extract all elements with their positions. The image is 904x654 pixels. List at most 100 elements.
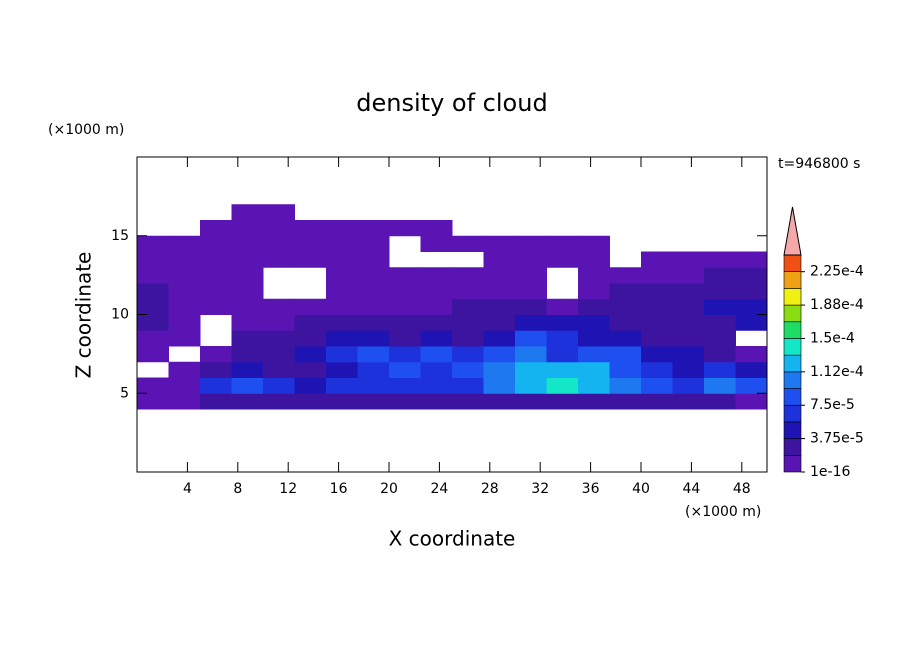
contour-cell xyxy=(641,361,673,378)
contour-cell xyxy=(357,361,390,378)
contour-cell xyxy=(735,393,768,410)
contour-cell xyxy=(294,377,327,394)
contour-cell xyxy=(263,204,295,221)
contour-cell xyxy=(326,283,358,300)
colorbar-tick-label: 1e-16 xyxy=(810,464,850,480)
contour-cell xyxy=(168,298,201,315)
contour-cell xyxy=(735,251,768,268)
contour-cell xyxy=(483,346,516,363)
contour-cell xyxy=(231,330,264,347)
contour-cell xyxy=(294,251,327,268)
contour-cell xyxy=(231,204,264,221)
contour-cell xyxy=(578,235,610,252)
contour-cell xyxy=(231,346,264,363)
colorbar-tick-label: 2.25e-4 xyxy=(810,264,864,280)
contour-cell xyxy=(137,330,169,347)
contour-cell xyxy=(231,220,264,237)
contour-cell xyxy=(231,251,264,268)
contour-cell xyxy=(641,298,673,315)
contour-cell xyxy=(420,283,453,300)
contour-cell xyxy=(168,361,201,378)
contour-cell xyxy=(483,235,516,252)
contour-cell xyxy=(515,283,547,300)
contour-cell xyxy=(672,377,705,394)
contour-cell xyxy=(326,361,358,378)
contour-cell xyxy=(231,283,264,300)
contour-cell xyxy=(546,235,579,252)
contour-cell xyxy=(515,298,547,315)
contour-cell xyxy=(452,346,484,363)
contour-cell xyxy=(735,361,768,378)
contour-cell xyxy=(420,220,453,237)
contour-cell xyxy=(326,330,358,347)
contour-cell xyxy=(357,393,390,410)
y-tick-label: 10 xyxy=(111,307,129,323)
x-tick-label: 44 xyxy=(682,481,700,497)
contour-cell xyxy=(578,298,610,315)
y-unit: (×1000 m) xyxy=(48,122,124,138)
x-unit: (×1000 m) xyxy=(685,504,761,520)
colorbar-tick-label: 7.5e-5 xyxy=(810,397,855,413)
contour-cell xyxy=(137,314,169,331)
contour-cell xyxy=(263,314,295,331)
contour-cell xyxy=(483,251,516,268)
contour-cell xyxy=(389,346,421,363)
contour-cell xyxy=(200,298,232,315)
contour-cell xyxy=(452,235,484,252)
contour-cell xyxy=(326,314,358,331)
contour-cell xyxy=(357,251,390,268)
contour-cell xyxy=(609,393,642,410)
contour-cell xyxy=(452,377,484,394)
contour-cell xyxy=(609,377,642,394)
contour-cell xyxy=(578,330,610,347)
contour-cell xyxy=(200,251,232,268)
contour-cell xyxy=(672,314,705,331)
contour-cell xyxy=(704,251,736,268)
contour-cell xyxy=(137,298,169,315)
contour-cell xyxy=(263,346,295,363)
contour-cell xyxy=(483,393,516,410)
contour-cell xyxy=(326,298,358,315)
contour-cell xyxy=(515,235,547,252)
contour-cell xyxy=(137,346,169,363)
x-tick-label: 40 xyxy=(632,481,650,497)
colorbar-band xyxy=(783,254,802,272)
colorbar-band xyxy=(783,271,802,289)
contour-cell xyxy=(326,235,358,252)
contour-cell xyxy=(546,377,579,394)
contour-cell xyxy=(672,251,705,268)
contour-cell xyxy=(357,298,390,315)
contour-cell xyxy=(200,393,232,410)
contour-cell xyxy=(168,251,201,268)
contour-cell xyxy=(735,377,768,394)
chart-title: density of cloud xyxy=(356,89,547,117)
contour-cell xyxy=(609,330,642,347)
contour-cell xyxy=(483,361,516,378)
contour-cell xyxy=(263,251,295,268)
contour-cell xyxy=(231,314,264,331)
contour-cell xyxy=(578,377,610,394)
x-tick-label: 36 xyxy=(582,481,600,497)
contour-cell xyxy=(294,314,327,331)
contour-cell xyxy=(641,393,673,410)
contour-cell xyxy=(452,298,484,315)
contour-cell xyxy=(546,393,579,410)
contour-cell xyxy=(672,267,705,284)
contour-cell xyxy=(389,361,421,378)
contour-cell xyxy=(704,330,736,347)
contour-cell xyxy=(546,361,579,378)
colorbar-band xyxy=(783,338,802,356)
contour-cell xyxy=(326,377,358,394)
contour-cell xyxy=(389,314,421,331)
contour-cell xyxy=(231,235,264,252)
contour-cell xyxy=(641,346,673,363)
contour-cell xyxy=(420,235,453,252)
contour-cell xyxy=(168,235,201,252)
contour-cell xyxy=(704,314,736,331)
contour-cell xyxy=(137,283,169,300)
contour-cell xyxy=(357,330,390,347)
contour-cell xyxy=(389,330,421,347)
contour-cell xyxy=(357,220,390,237)
x-tick-label: 32 xyxy=(531,481,549,497)
contour-cell xyxy=(137,377,169,394)
